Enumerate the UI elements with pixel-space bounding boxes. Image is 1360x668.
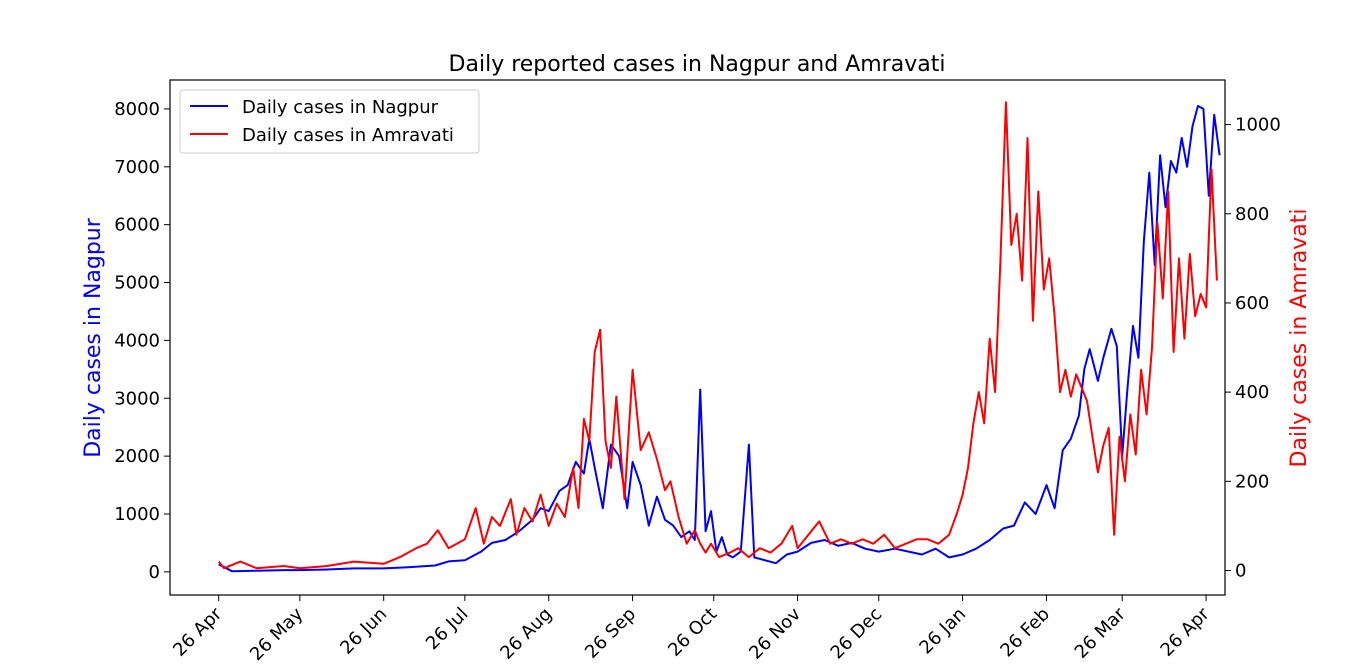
y-left-tick-label: 5000 <box>114 273 160 294</box>
y-left-tick-label: 8000 <box>114 99 160 120</box>
y-right-tick-label: 200 <box>1235 471 1269 492</box>
plot-frame <box>169 79 1226 596</box>
y-right-tick-label: 400 <box>1235 382 1269 403</box>
chart-title: Daily reported cases in Nagpur and Amrav… <box>449 52 946 77</box>
y-axis-right-label: Daily cases in Amravati <box>1287 209 1312 468</box>
y-left-tick-label: 6000 <box>114 215 160 236</box>
y-right-tick-label: 600 <box>1235 293 1269 314</box>
y-left-tick-label: 7000 <box>114 157 160 178</box>
y-left-tick-label: 2000 <box>114 446 160 467</box>
y-axis-left: 0 1000 2000 3000 4000 5000 6000 7000 8000 <box>114 99 170 583</box>
legend-label-amravati: Daily cases in Amravati <box>242 125 454 146</box>
y-left-tick-label: 1000 <box>114 504 160 525</box>
legend-box <box>179 89 480 154</box>
y-left-tick-label: 0 <box>149 562 160 583</box>
plot-area <box>217 101 1221 573</box>
legend-label-nagpur: Daily cases in Nagpur <box>242 97 439 118</box>
y-right-tick-label: 1000 <box>1235 115 1281 136</box>
y-axis-right: 0 200 400 600 800 1000 <box>1225 115 1281 581</box>
y-right-tick-label: 0 <box>1235 560 1246 581</box>
y-left-tick-label: 3000 <box>114 388 160 409</box>
legend: Daily cases in Nagpur Daily cases in Amr… <box>179 89 480 154</box>
series-line-nagpur <box>218 105 1221 573</box>
y-left-tick-label: 4000 <box>114 330 160 351</box>
y-right-tick-label: 800 <box>1235 204 1269 225</box>
series-line-amravati <box>217 101 1218 570</box>
y-axis-left-label: Daily cases in Nagpur <box>81 217 106 458</box>
